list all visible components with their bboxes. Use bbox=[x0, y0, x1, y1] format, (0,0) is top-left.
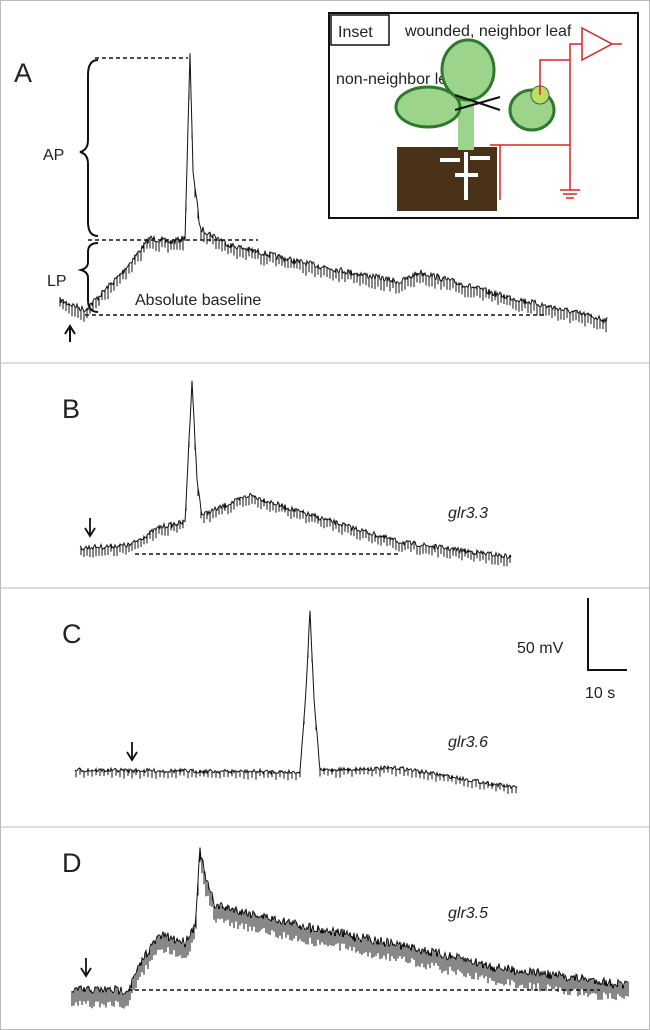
scale-bar bbox=[587, 598, 627, 671]
root bbox=[440, 152, 490, 200]
baseline-label: Absolute baseline bbox=[135, 292, 261, 309]
arrow bbox=[64, 324, 76, 342]
leaf bbox=[394, 85, 462, 129]
scale-label: 50 mV bbox=[517, 640, 564, 657]
ap-label: AP bbox=[43, 147, 64, 164]
circuit bbox=[490, 43, 582, 200]
inset-label-box bbox=[330, 14, 390, 46]
lp-label: LP bbox=[47, 273, 67, 290]
scissors bbox=[454, 94, 501, 111]
arrow bbox=[126, 742, 138, 762]
arrow bbox=[84, 518, 96, 538]
scale-label: 10 s bbox=[585, 685, 615, 702]
trace bbox=[71, 847, 629, 1009]
leaf bbox=[440, 38, 496, 102]
genotype-label: glr3.3 bbox=[448, 505, 488, 522]
inset-title: Inset bbox=[338, 24, 373, 41]
genotype-label: glr3.5 bbox=[448, 905, 488, 922]
trace bbox=[59, 53, 608, 333]
panel-letter: B bbox=[62, 394, 80, 424]
trace bbox=[74, 610, 518, 794]
inset-label: wounded, neighbor leaf bbox=[404, 23, 572, 40]
genotype-label: glr3.6 bbox=[448, 734, 488, 751]
panel-letter: A bbox=[14, 58, 32, 88]
stem bbox=[458, 100, 474, 150]
panel-letter: C bbox=[62, 619, 82, 649]
inset-label: non-neighbor leaf bbox=[336, 71, 461, 88]
panel-letter: D bbox=[62, 848, 82, 878]
trace bbox=[79, 380, 512, 567]
arrow bbox=[80, 958, 92, 978]
brace bbox=[77, 242, 99, 313]
amplifier bbox=[581, 26, 622, 62]
brace bbox=[79, 59, 99, 237]
